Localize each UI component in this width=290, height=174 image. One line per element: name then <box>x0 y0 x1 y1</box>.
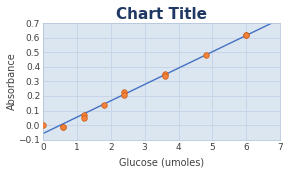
Point <box>163 73 167 76</box>
Point <box>163 74 167 77</box>
X-axis label: Glucose (umoles): Glucose (umoles) <box>119 157 204 167</box>
Point <box>122 90 127 93</box>
Y-axis label: Absorbance: Absorbance <box>7 53 17 110</box>
Point <box>122 93 127 96</box>
Point <box>244 33 249 36</box>
Point <box>41 124 45 126</box>
Point <box>81 114 86 116</box>
Point <box>81 116 86 119</box>
Point <box>244 33 249 36</box>
Point <box>61 125 66 128</box>
Title: Chart Title: Chart Title <box>116 7 207 22</box>
Point <box>203 54 208 57</box>
Point <box>102 103 106 106</box>
Point <box>61 125 66 128</box>
